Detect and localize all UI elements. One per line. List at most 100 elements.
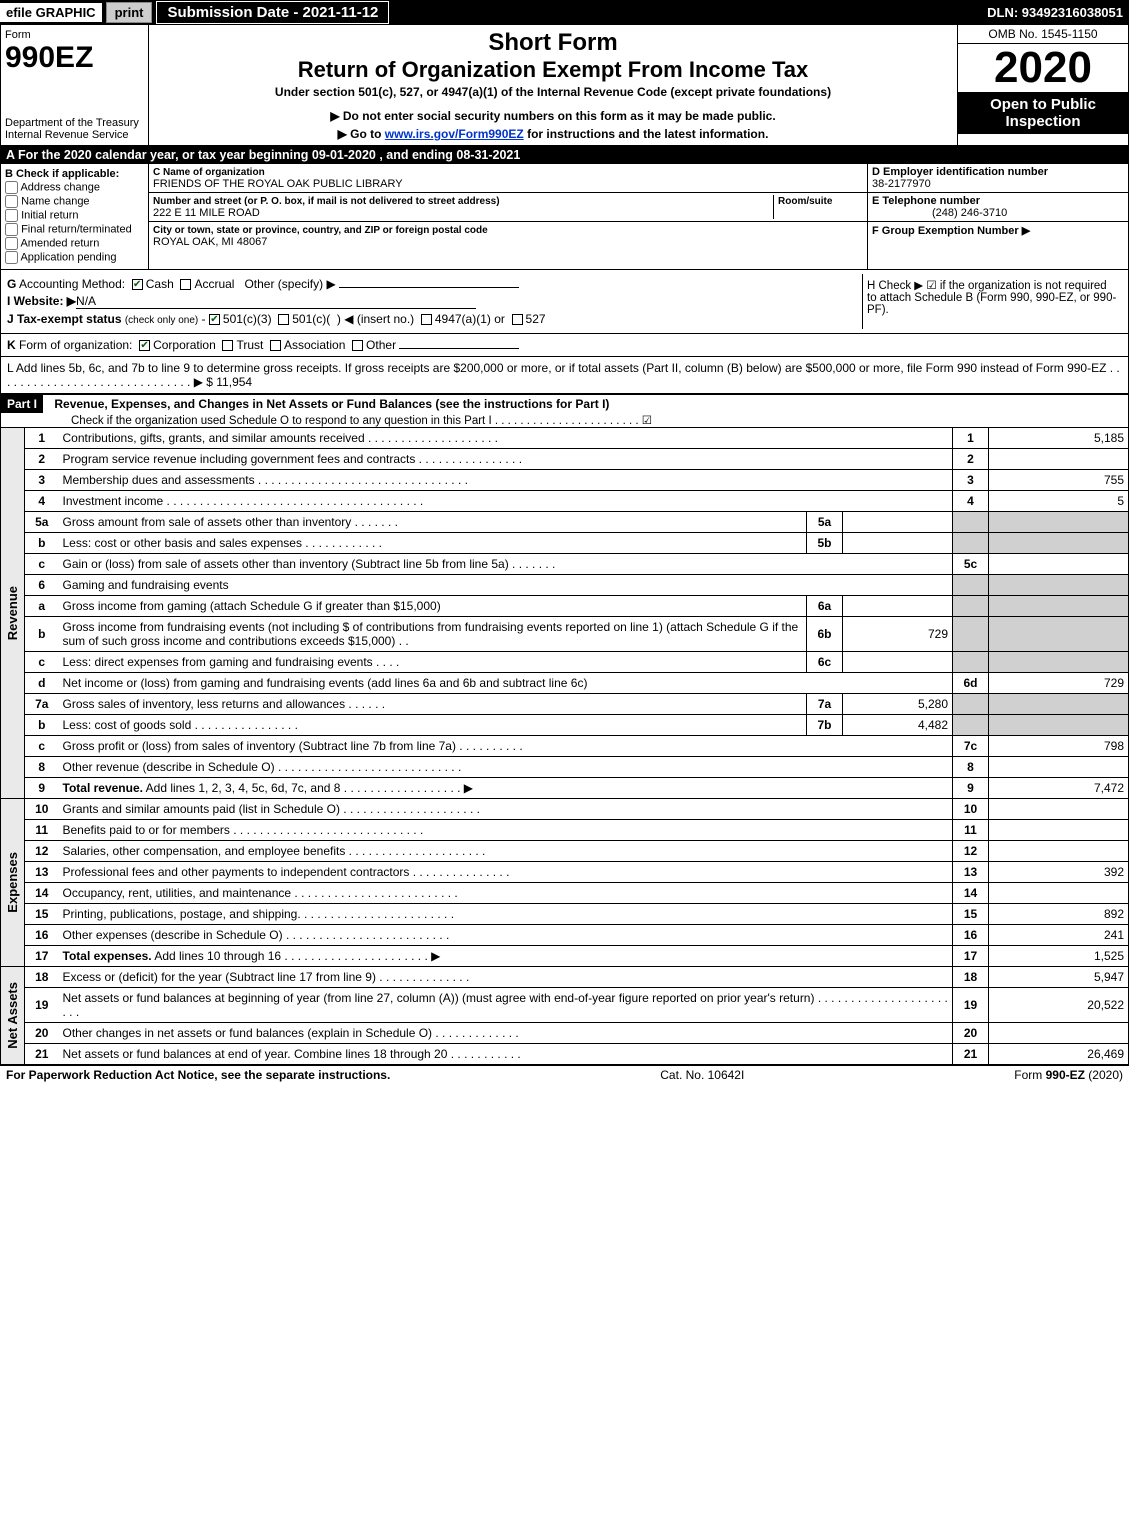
- table-row: 7aGross sales of inventory, less returns…: [1, 694, 1129, 715]
- room-label: Room/suite: [778, 196, 832, 207]
- ein-label: D Employer identification number: [872, 166, 1048, 178]
- expenses-side-label: Expenses: [5, 852, 20, 913]
- header-left: Form 990EZ Department of the Treasury In…: [1, 25, 149, 145]
- subtitle: Under section 501(c), 527, or 4947(a)(1)…: [153, 85, 953, 99]
- department-label: Department of the Treasury Internal Reve…: [5, 117, 144, 141]
- chk-corporation[interactable]: [139, 340, 150, 351]
- table-row: 16Other expenses (describe in Schedule O…: [1, 925, 1129, 946]
- submission-date: Submission Date - 2021-11-12: [156, 1, 389, 24]
- short-form-title: Short Form: [153, 29, 953, 57]
- chk-address-change[interactable]: Address change: [5, 181, 144, 194]
- table-row: 11Benefits paid to or for members . . . …: [1, 820, 1129, 841]
- table-row: 9Total revenue. Add lines 1, 2, 3, 4, 5c…: [1, 778, 1129, 799]
- chk-527[interactable]: [512, 314, 523, 325]
- revenue-side-label: Revenue: [5, 586, 20, 640]
- line-j: J Tax-exempt status (check only one) - 5…: [7, 312, 862, 326]
- irs-link[interactable]: www.irs.gov/Form990EZ: [385, 127, 524, 141]
- chk-501c3[interactable]: [209, 314, 220, 325]
- table-row: bLess: cost of goods sold . . . . . . . …: [1, 715, 1129, 736]
- chk-other[interactable]: [352, 340, 363, 351]
- table-row: 2Program service revenue including gover…: [1, 449, 1129, 470]
- table-row: cGross profit or (loss) from sales of in…: [1, 736, 1129, 757]
- netassets-side-label: Net Assets: [5, 982, 20, 1049]
- ssn-warning: ▶ Do not enter social security numbers o…: [153, 109, 953, 123]
- line-l: L Add lines 5b, 6c, and 7b to line 9 to …: [0, 357, 1129, 394]
- table-row: cGain or (loss) from sale of assets othe…: [1, 554, 1129, 575]
- chk-association[interactable]: [270, 340, 281, 351]
- table-row: cLess: direct expenses from gaming and f…: [1, 652, 1129, 673]
- form-edition: Form 990-EZ (2020): [1014, 1068, 1123, 1082]
- city-label: City or town, state or province, country…: [153, 225, 488, 236]
- chk-trust[interactable]: [222, 340, 233, 351]
- chk-application-pending[interactable]: Application pending: [5, 251, 144, 264]
- box-h: H Check ▶ ☑ if the organization is not r…: [862, 274, 1122, 329]
- table-row: 8Other revenue (describe in Schedule O) …: [1, 757, 1129, 778]
- goto-post: for instructions and the latest informat…: [524, 127, 769, 141]
- paperwork-notice: For Paperwork Reduction Act Notice, see …: [6, 1068, 390, 1082]
- group-exemption-label: F Group Exemption Number ▶: [872, 225, 1030, 237]
- table-row: aGross income from gaming (attach Schedu…: [1, 596, 1129, 617]
- org-name-label: C Name of organization: [153, 167, 265, 178]
- box-b-title: B Check if applicable:: [5, 168, 144, 180]
- goto-line: ▶ Go to www.irs.gov/Form990EZ for instru…: [153, 127, 953, 141]
- table-row: 20Other changes in net assets or fund ba…: [1, 1023, 1129, 1044]
- table-row: Net Assets 18Excess or (deficit) for the…: [1, 967, 1129, 988]
- omb-number: OMB No. 1545-1150: [958, 25, 1128, 44]
- part1-sub: Check if the organization used Schedule …: [1, 413, 1128, 427]
- org-name: FRIENDS OF THE ROYAL OAK PUBLIC LIBRARY: [153, 178, 403, 190]
- line-g: G Accounting Method: Cash Accrual Other …: [7, 277, 862, 291]
- tax-year: 2020: [958, 44, 1128, 92]
- addr-label: Number and street (or P. O. box, if mail…: [153, 196, 500, 207]
- print-button[interactable]: print: [106, 2, 153, 23]
- table-row: Expenses 10Grants and similar amounts pa…: [1, 799, 1129, 820]
- chk-initial-return[interactable]: Initial return: [5, 209, 144, 222]
- cat-no: Cat. No. 10642I: [660, 1068, 744, 1082]
- table-row: 17Total expenses. Add lines 10 through 1…: [1, 946, 1129, 967]
- open-inspection: Open to Public Inspection: [958, 92, 1128, 134]
- form-number: 990EZ: [5, 41, 144, 75]
- dln-label: DLN: 93492316038051: [987, 5, 1129, 20]
- part1-header: Part I Revenue, Expenses, and Changes in…: [0, 394, 1129, 428]
- chk-501c[interactable]: [278, 314, 289, 325]
- table-row: 5aGross amount from sale of assets other…: [1, 512, 1129, 533]
- line-a: A For the 2020 calendar year, or tax yea…: [0, 146, 1129, 164]
- form-word: Form: [5, 29, 144, 41]
- lines-table: Revenue 1Contributions, gifts, grants, a…: [0, 428, 1129, 1065]
- city-state-zip: ROYAL OAK, MI 48067: [153, 236, 267, 248]
- box-c: C Name of organizationFRIENDS OF THE ROY…: [149, 164, 868, 269]
- return-title: Return of Organization Exempt From Incom…: [153, 57, 953, 83]
- table-row: Revenue 1Contributions, gifts, grants, a…: [1, 428, 1129, 449]
- part1-title: Revenue, Expenses, and Changes in Net As…: [46, 397, 609, 411]
- street-address: 222 E 11 MILE ROAD: [153, 207, 260, 219]
- table-row: 12Salaries, other compensation, and empl…: [1, 841, 1129, 862]
- form-header: Form 990EZ Department of the Treasury In…: [0, 24, 1129, 146]
- chk-4947[interactable]: [421, 314, 432, 325]
- top-bar: efile GRAPHIC print Submission Date - 20…: [0, 0, 1129, 24]
- box-d: D Employer identification number38-21779…: [868, 164, 1128, 269]
- table-row: 19Net assets or fund balances at beginni…: [1, 988, 1129, 1023]
- table-row: 4Investment income . . . . . . . . . . .…: [1, 491, 1129, 512]
- part1-label: Part I: [1, 395, 43, 413]
- header-mid: Short Form Return of Organization Exempt…: [149, 25, 958, 145]
- chk-amended-return[interactable]: Amended return: [5, 237, 144, 250]
- table-row: bGross income from fundraising events (n…: [1, 617, 1129, 652]
- chk-cash[interactable]: [132, 279, 143, 290]
- table-row: 21Net assets or fund balances at end of …: [1, 1044, 1129, 1065]
- table-row: 6Gaming and fundraising events: [1, 575, 1129, 596]
- chk-accrual[interactable]: [180, 279, 191, 290]
- chk-final-return[interactable]: Final return/terminated: [5, 223, 144, 236]
- meta-block: G Accounting Method: Cash Accrual Other …: [0, 270, 1129, 334]
- table-row: 3Membership dues and assessments . . . .…: [1, 470, 1129, 491]
- goto-pre: ▶ Go to: [338, 127, 385, 141]
- table-row: 15Printing, publications, postage, and s…: [1, 904, 1129, 925]
- table-row: 14Occupancy, rent, utilities, and mainte…: [1, 883, 1129, 904]
- tel-label: E Telephone number: [872, 195, 980, 207]
- table-row: bLess: cost or other basis and sales exp…: [1, 533, 1129, 554]
- tel-value: (248) 246-3710: [872, 207, 1007, 219]
- line-k: K Form of organization: Corporation Trus…: [0, 334, 1129, 357]
- box-b: B Check if applicable: Address change Na…: [1, 164, 149, 269]
- chk-name-change[interactable]: Name change: [5, 195, 144, 208]
- line-i: I Website: ▶N/A: [7, 294, 862, 309]
- table-row: dNet income or (loss) from gaming and fu…: [1, 673, 1129, 694]
- header-right: OMB No. 1545-1150 2020 Open to Public In…: [958, 25, 1128, 145]
